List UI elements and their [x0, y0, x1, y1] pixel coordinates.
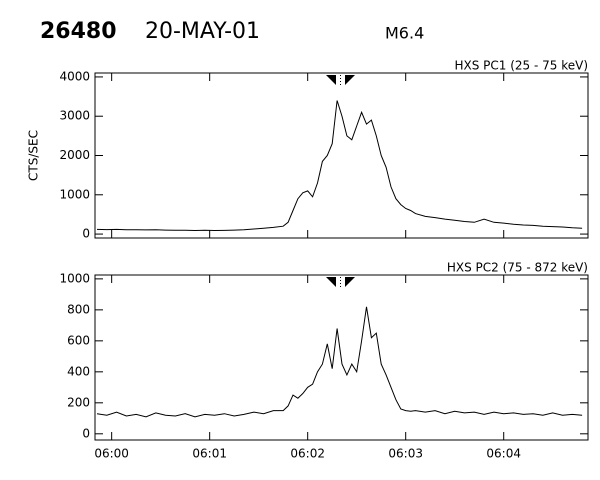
date: 20-MAY-01 — [145, 19, 260, 44]
plot-frame — [94, 274, 589, 441]
data-line — [96, 306, 583, 418]
x-tick-label: 06:02 — [290, 447, 325, 461]
flare-class: M6.4 — [385, 24, 424, 43]
panel-title: HXS PC2 (75 - 872 keV) — [447, 261, 588, 275]
y-tick-label: 800 — [67, 302, 90, 316]
y-tick-label: 1000 — [59, 271, 90, 285]
y-axis-label: CTS/SEC — [27, 130, 41, 181]
y-tick-label: 400 — [67, 364, 90, 378]
x-tick-label: 06:01 — [192, 447, 227, 461]
y-tick-label: 0 — [82, 426, 90, 440]
y-tick-label: 600 — [67, 333, 90, 347]
plot-frame — [94, 72, 589, 239]
y-tick-label: 1000 — [59, 187, 90, 201]
x-tick-label: 06:00 — [94, 447, 129, 461]
x-tick-label: 06:03 — [388, 447, 423, 461]
y-tick-label: 200 — [67, 395, 90, 409]
time-markers — [326, 75, 355, 287]
y-tick-label: 0 — [82, 227, 90, 241]
flare-id: 26480 — [40, 19, 117, 44]
y-tick-label: 3000 — [59, 109, 90, 123]
y-tick-label: 4000 — [59, 69, 90, 83]
y-tick-label: 2000 — [59, 148, 90, 162]
panel-title: HXS PC1 (25 - 75 keV) — [454, 59, 588, 73]
x-tick-label: 06:04 — [486, 447, 521, 461]
data-line — [96, 100, 583, 232]
